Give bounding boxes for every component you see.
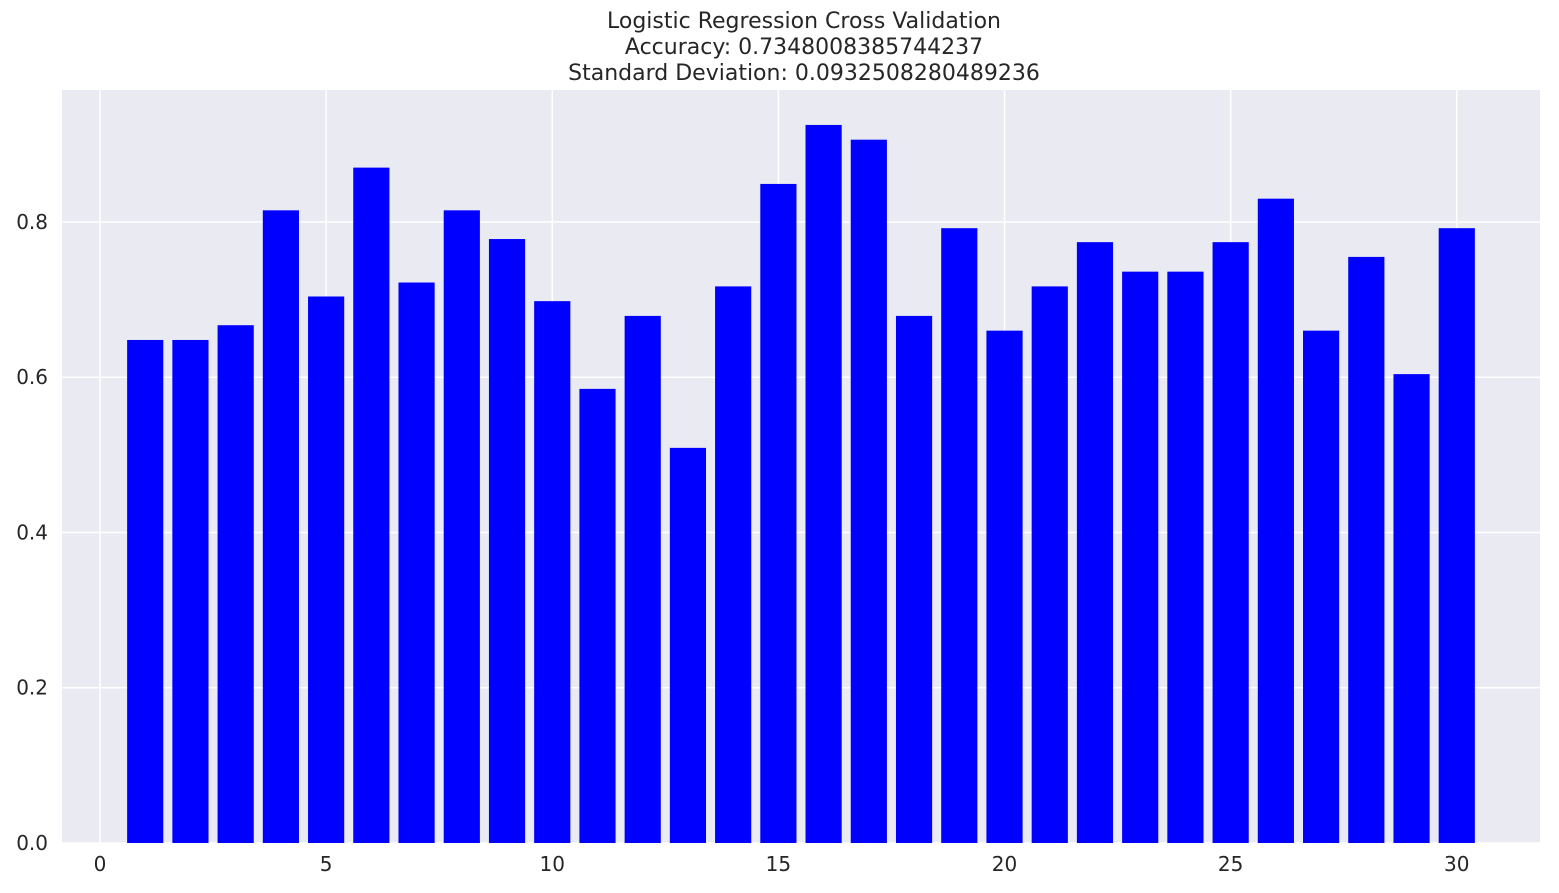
- bar: [353, 167, 390, 844]
- bar: [398, 282, 435, 843]
- bar: [488, 239, 526, 843]
- bar: [850, 139, 887, 843]
- bar: [1076, 242, 1114, 843]
- x-tick-label: 10: [540, 852, 565, 876]
- y-tick-label: 0.4: [16, 520, 48, 544]
- bar: [308, 296, 345, 843]
- chart-title-line-2: Accuracy: 0.7348008385744237: [625, 35, 983, 60]
- bar: [715, 286, 752, 844]
- bar: [443, 210, 480, 844]
- bar: [669, 447, 707, 843]
- y-tick-label: 0.6: [16, 365, 48, 389]
- x-tick-label: 30: [1444, 852, 1469, 876]
- bar: [760, 183, 797, 844]
- bar: [172, 339, 209, 843]
- bar: [1031, 286, 1068, 844]
- bar: [624, 315, 661, 843]
- chart-title-line-3: Standard Deviation: 0.0932508280489236: [568, 61, 1040, 86]
- bar: [1167, 271, 1204, 843]
- bar: [217, 325, 254, 843]
- bar: [579, 388, 616, 843]
- bar: [1393, 374, 1430, 843]
- x-tick-label: 25: [1218, 852, 1243, 876]
- x-tick-label: 0: [94, 852, 107, 876]
- bar: [1303, 330, 1340, 843]
- y-tick-label: 0.8: [16, 210, 48, 234]
- x-axis-ticks: 0 5 10 15 20 25 30: [94, 852, 1470, 876]
- x-tick-label: 15: [766, 852, 791, 876]
- y-axis-ticks: 0.0 0.2 0.4 0.6 0.8: [16, 210, 48, 855]
- bar: [805, 124, 842, 844]
- bar: [986, 330, 1023, 843]
- x-tick-label: 5: [320, 852, 333, 876]
- bar: [1212, 242, 1249, 843]
- bar: [1122, 271, 1159, 843]
- bar: [895, 315, 933, 843]
- chart-title-line-1: Logistic Regression Cross Validation: [607, 9, 1001, 34]
- bar: [534, 301, 571, 843]
- x-tick-label: 20: [992, 852, 1017, 876]
- bar: [1257, 198, 1294, 843]
- bar: [262, 210, 299, 844]
- y-tick-label: 0.2: [16, 676, 48, 700]
- bar: [941, 228, 978, 843]
- bar: [127, 339, 164, 843]
- bar: [1438, 228, 1475, 843]
- y-tick-label: 0.0: [16, 831, 48, 855]
- bars: [127, 124, 1475, 844]
- bar: [1348, 256, 1385, 843]
